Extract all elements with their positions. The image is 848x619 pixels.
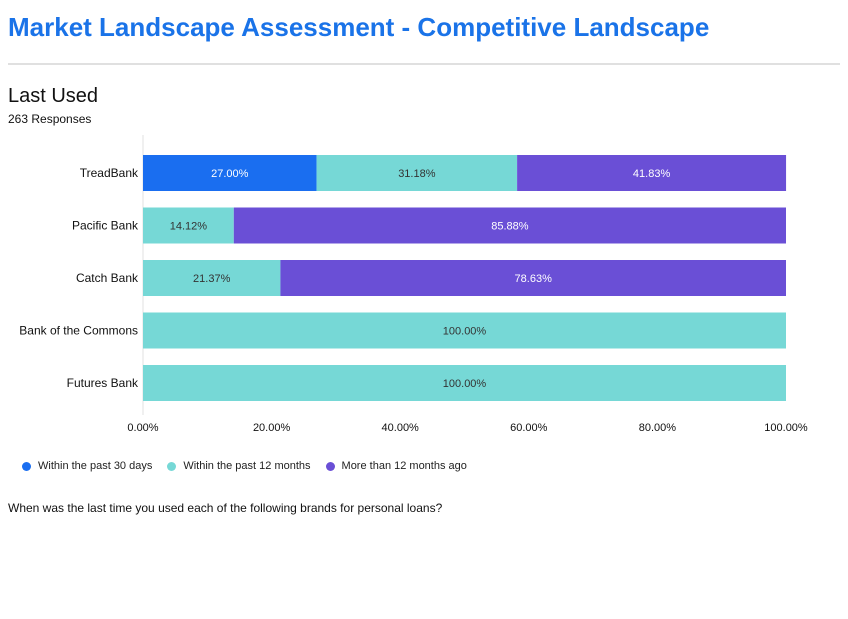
bar-segment xyxy=(143,207,234,244)
legend-marker-more-than-12-months xyxy=(325,461,335,471)
category-label: Futures Bank xyxy=(67,376,139,390)
legend-label-within-12-months: Within the past 12 months xyxy=(183,460,311,472)
legend-label-more-than-12-months: More than 12 months ago xyxy=(341,460,467,472)
page-title: Market Landscape Assessment - Competitiv… xyxy=(8,12,710,42)
chart-legend: Within the past 30 days Within the past … xyxy=(22,460,467,472)
data-label: 85.88% xyxy=(491,221,529,233)
bar-segment xyxy=(517,155,787,191)
section-title: Last Used xyxy=(8,85,99,107)
x-tick-label: 60.00% xyxy=(510,422,548,434)
stacked-bar-chart: TreadBank 27.00% 31.18% 41.83% Pacific Bank 1… xyxy=(19,135,808,434)
bar-segment xyxy=(233,207,786,244)
x-tick-label: 40.00% xyxy=(382,422,420,434)
bar-segment xyxy=(316,155,518,191)
legend-item-more-than-12-months: More than 12 months ago xyxy=(325,460,467,472)
data-label: 41.83% xyxy=(633,168,671,180)
bar-segment xyxy=(143,260,281,296)
legend-marker-within-30-days xyxy=(22,461,31,471)
legend-marker-within-12-months xyxy=(167,461,177,471)
legend-item-within-12-months: Within the past 12 months xyxy=(167,460,311,472)
survey-question: When was the last time you used each of … xyxy=(8,501,443,515)
title-divider xyxy=(8,63,840,65)
x-tick-label: 100.00% xyxy=(764,422,808,434)
data-label: 78.63% xyxy=(515,273,553,285)
data-label: 31.18% xyxy=(398,168,436,180)
bar-segment xyxy=(143,365,786,401)
data-label: 21.37% xyxy=(193,273,231,285)
category-label: Catch Bank xyxy=(76,271,139,285)
data-label: 100.00% xyxy=(443,378,487,390)
legend-item-within-30-days: Within the past 30 days xyxy=(22,460,152,472)
category-label: Pacific Bank xyxy=(72,219,139,233)
bar-segment xyxy=(143,155,317,191)
data-label: 27.00% xyxy=(211,168,249,180)
data-label: 14.12% xyxy=(170,221,208,233)
category-label: TreadBank xyxy=(80,166,139,180)
bar-segment xyxy=(280,260,786,296)
x-tick-label: 0.00% xyxy=(127,422,158,434)
response-count: 263 Responses xyxy=(8,112,92,126)
x-tick-label: 20.00% xyxy=(253,422,291,434)
bar-segment xyxy=(143,312,786,349)
x-tick-label: 80.00% xyxy=(639,422,677,434)
category-label: Bank of the Commons xyxy=(19,324,138,338)
data-label: 100.00% xyxy=(443,326,487,338)
legend-label-within-30-days: Within the past 30 days xyxy=(38,460,153,472)
